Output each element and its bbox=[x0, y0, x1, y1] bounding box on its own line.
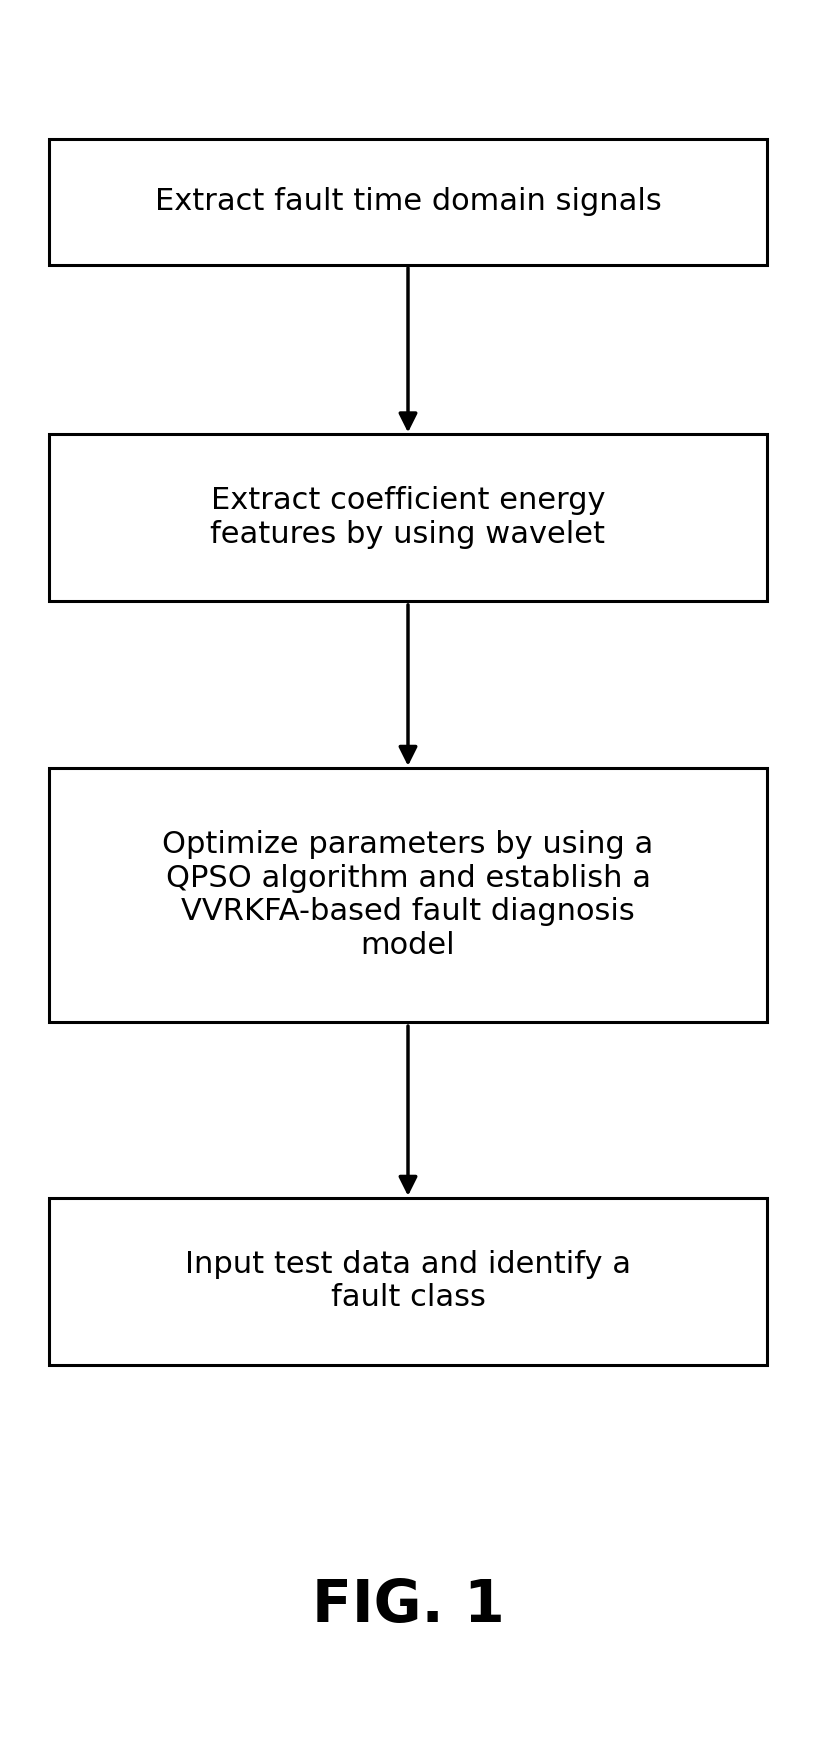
FancyBboxPatch shape bbox=[49, 139, 767, 265]
Text: FIG. 1: FIG. 1 bbox=[312, 1578, 504, 1634]
FancyBboxPatch shape bbox=[49, 1199, 767, 1365]
Text: Optimize parameters by using a
QPSO algorithm and establish a
VVRKFA-based fault: Optimize parameters by using a QPSO algo… bbox=[162, 830, 654, 960]
Text: Extract fault time domain signals: Extract fault time domain signals bbox=[154, 188, 662, 216]
Text: Input test data and identify a
fault class: Input test data and identify a fault cla… bbox=[185, 1250, 631, 1313]
FancyBboxPatch shape bbox=[49, 435, 767, 602]
Text: Extract coefficient energy
features by using wavelet: Extract coefficient energy features by u… bbox=[211, 486, 605, 549]
FancyBboxPatch shape bbox=[49, 769, 767, 1021]
